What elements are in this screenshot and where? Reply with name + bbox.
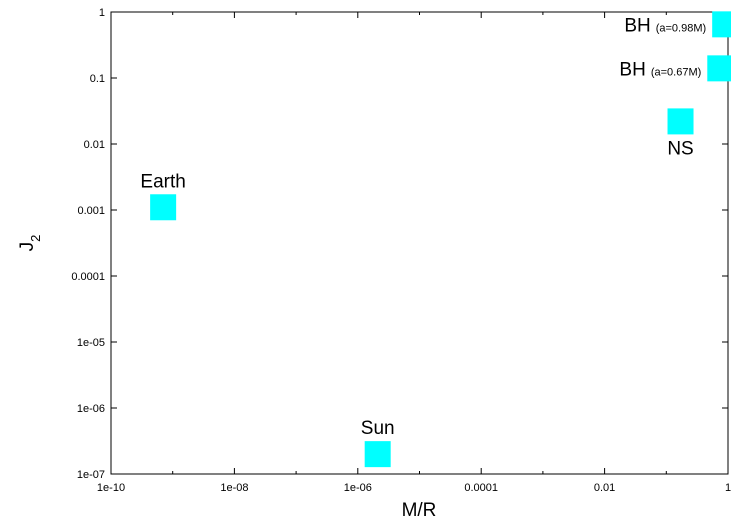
x-axis-label: M/R [402, 500, 437, 521]
y-tick-label: 0.1 [90, 73, 105, 85]
x-tick-label: 0.0001 [464, 482, 498, 494]
data-point-label: Earth [140, 171, 185, 192]
data-point-label-main: NS [667, 138, 693, 159]
y-tick-label: 0.01 [84, 139, 105, 151]
y-tick-label: 1e-05 [77, 337, 105, 349]
data-point-label: NS [667, 138, 693, 159]
x-tick-label: 0.01 [594, 482, 615, 494]
data-point-marker [364, 441, 391, 468]
data-point-label: Sun [361, 418, 395, 439]
data-point-label-main: Sun [361, 418, 395, 439]
y-tick-label: 0.0001 [71, 271, 105, 283]
data-point-label-sub: (a=0.67M) [651, 66, 701, 78]
x-tick-label: 1e-08 [220, 482, 248, 494]
data-point-marker [150, 194, 177, 221]
x-tick-label: 1 [725, 482, 731, 494]
data-point-marker [667, 108, 694, 135]
data-point-label-main: BH [619, 59, 645, 80]
data-point-label: BH (a=0.67M) [619, 59, 701, 80]
y-tick-label: 1e-07 [77, 469, 105, 481]
axis-ticks: 1e-10 1e-08 1e-06 0.0001 0.01 1 1e-07 1e-06 1e-0… [71, 7, 731, 494]
data-points: Earth Sun NS BH (a=0.98M) BH (a=0.67M) [140, 11, 731, 468]
data-point-label-main: Earth [140, 171, 185, 192]
data-point-label-main: BH [624, 15, 650, 36]
y-tick-label: 1e-06 [77, 403, 105, 415]
data-point-label: BH (a=0.98M) [624, 15, 706, 36]
plot-frame [110, 11, 729, 475]
data-point-marker [707, 55, 731, 82]
y-tick-label: 1 [99, 7, 105, 19]
y-tick-label: 0.001 [77, 205, 105, 217]
x-tick-label: 1e-10 [97, 482, 125, 494]
x-tick-label: 1e-06 [344, 482, 372, 494]
y-axis-label-subscript: 2 [28, 235, 43, 242]
data-point-marker [712, 11, 731, 38]
y-axis-label-main: J [17, 242, 38, 252]
y-axis-label: J2 [17, 235, 43, 252]
data-point-label-sub: (a=0.98M) [656, 22, 706, 34]
